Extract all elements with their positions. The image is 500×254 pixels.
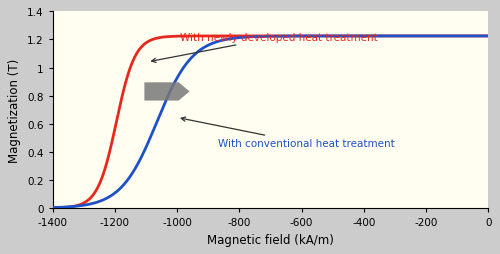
X-axis label: Magnetic field (kA/m): Magnetic field (kA/m) [207, 233, 334, 246]
Text: With newly developed heat treatment: With newly developed heat treatment [152, 33, 378, 63]
Y-axis label: Magnetization (T): Magnetization (T) [8, 58, 22, 162]
Text: With conventional heat treatment: With conventional heat treatment [181, 118, 394, 149]
Polygon shape [144, 83, 190, 101]
